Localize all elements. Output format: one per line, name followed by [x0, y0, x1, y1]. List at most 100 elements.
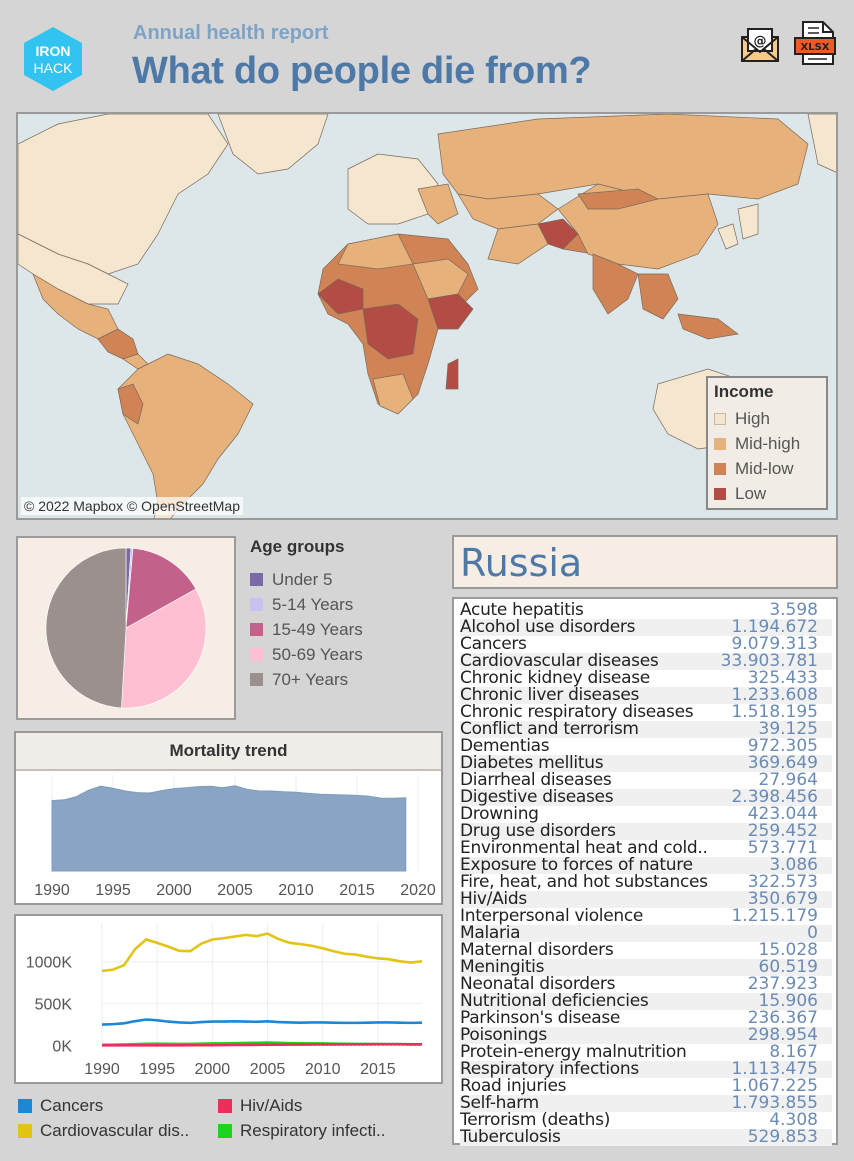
series-line[interactable] [101, 1018, 423, 1026]
cause-name: Parkinson's disease [460, 1010, 621, 1027]
table-row[interactable]: Poisonings 298.954 [460, 1027, 832, 1044]
series-legend-item[interactable]: Cardiovascular dis.. [18, 1121, 189, 1141]
world-map-canvas[interactable] [18, 114, 838, 520]
table-row[interactable]: Diarrheal diseases 27.964 [460, 772, 832, 789]
cause-value: 15.028 [758, 940, 818, 960]
xlsx-label: XLSX [801, 42, 830, 53]
cause-name: Cancers [460, 636, 527, 653]
income-legend-item[interactable]: High [714, 406, 820, 431]
age-legend-item[interactable]: 70+ Years [250, 667, 363, 692]
x-tick-label: 2000 [195, 1061, 231, 1078]
age-legend-item[interactable]: 50-69 Years [250, 642, 363, 667]
table-row[interactable]: Respiratory infections 1.113.475 [460, 1061, 832, 1078]
income-legend-label: Mid-high [735, 433, 801, 453]
cause-name: Drowning [460, 806, 539, 823]
cause-name: Dementias [460, 738, 550, 755]
x-tick-label: 2005 [217, 882, 253, 899]
cause-value: 972.305 [747, 736, 818, 756]
table-row[interactable]: Drowning 423.044 [460, 806, 832, 823]
series-line[interactable] [102, 1042, 423, 1047]
legend-swatch [714, 487, 726, 500]
table-row[interactable]: Dementias 972.305 [460, 738, 832, 755]
cause-name: Maternal disorders [460, 942, 614, 959]
mortality-area[interactable] [51, 785, 407, 872]
table-row[interactable]: Diabetes mellitus 369.649 [460, 755, 832, 772]
series-legend-item[interactable]: Cancers [18, 1096, 103, 1116]
table-row[interactable]: Tuberculosis 529.853 [460, 1129, 832, 1146]
cause-name: Alcohol use disorders [460, 619, 636, 636]
table-row[interactable]: Conflict and terrorism 39.125 [460, 721, 832, 738]
cause-name: Fire, heat, and hot substances [460, 874, 708, 891]
age-legend-item[interactable]: 5-14 Years [250, 592, 363, 617]
x-tick-label: 2000 [156, 882, 192, 899]
cause-name: Chronic kidney disease [460, 670, 650, 687]
income-legend-item[interactable]: Mid-high [714, 431, 820, 456]
age-legend-label: 50-69 Years [272, 644, 363, 664]
series-legend-item[interactable]: Hiv/Aids [218, 1096, 302, 1116]
mortality-trend-chart[interactable]: 1990 1995 2000 2005 2010 2015 2020 [16, 771, 441, 903]
table-row[interactable]: Self-harm 1.793.855 [460, 1095, 832, 1112]
cause-trend-chart[interactable]: 1000K 500K 0K 1990 1995 2000 2005 2010 2015 [16, 916, 441, 1082]
cause-value: 39.125 [758, 719, 818, 739]
table-row[interactable]: Digestive diseases 2.398.456 [460, 789, 832, 806]
table-row[interactable]: Parkinson's disease 236.367 [460, 1010, 832, 1027]
table-row[interactable]: Cardiovascular diseases 33.903.781 [460, 653, 832, 670]
series-line[interactable] [101, 932, 423, 973]
table-row[interactable]: Fire, heat, and hot substances 322.573 [460, 874, 832, 891]
table-row[interactable]: Exposure to forces of nature 3.086 [460, 857, 832, 874]
table-row[interactable]: Nutritional deficiencies 15.906 [460, 993, 832, 1010]
table-row[interactable]: Alcohol use disorders 1.194.672 [460, 619, 832, 636]
table-row[interactable]: Protein-energy malnutrition 8.167 [460, 1044, 832, 1061]
cause-name: Malaria [460, 925, 521, 942]
table-row[interactable]: Cancers 9.079.313 [460, 636, 832, 653]
cause-value: 423.044 [747, 804, 818, 824]
pie-slice[interactable] [45, 547, 127, 709]
income-legend-item[interactable]: Mid-low [714, 456, 820, 481]
table-row[interactable]: Neonatal disorders 237.923 [460, 976, 832, 993]
table-row[interactable]: Terrorism (deaths) 4.308 [460, 1112, 832, 1129]
table-row[interactable]: Drug use disorders 259.452 [460, 823, 832, 840]
cause-name: Exposure to forces of nature [460, 857, 693, 874]
table-row[interactable]: Chronic kidney disease 325.433 [460, 670, 832, 687]
table-row[interactable]: Maternal disorders 15.028 [460, 942, 832, 959]
cause-name: Nutritional deficiencies [460, 993, 649, 1010]
age-legend-item[interactable]: Under 5 [250, 567, 363, 592]
income-legend-item[interactable]: Low [714, 481, 820, 506]
page-title: What do people die from? [132, 50, 592, 92]
cause-name: Digestive diseases [460, 789, 614, 806]
cause-value: 298.954 [747, 1025, 818, 1045]
xlsx-file-icon[interactable]: XLSX [793, 20, 837, 66]
table-row[interactable]: Interpersonal violence 1.215.179 [460, 908, 832, 925]
cause-name: Road injuries [460, 1078, 567, 1095]
table-row[interactable]: Malaria 0 [460, 925, 832, 942]
selected-country-panel: Russia [452, 535, 838, 589]
table-row[interactable]: Acute hepatitis 3.598 [460, 602, 832, 619]
age-legend-label: 5-14 Years [272, 594, 354, 614]
legend-swatch [714, 437, 726, 450]
series-legend-label: Respiratory infecti.. [240, 1121, 386, 1140]
world-map[interactable]: © 2022 Mapbox © OpenStreetMap Income Hig… [16, 112, 838, 520]
age-groups-pie[interactable] [18, 538, 234, 718]
age-legend-item[interactable]: 15-49 Years [250, 617, 363, 642]
cause-value: 529.853 [747, 1127, 818, 1147]
cause-value: 259.452 [747, 821, 818, 841]
y-tick-label: 500K [35, 997, 73, 1014]
x-tick-label: 2020 [400, 882, 436, 899]
table-row[interactable]: Meningitis 60.519 [460, 959, 832, 976]
series-legend-item[interactable]: Respiratory infecti.. [218, 1121, 386, 1141]
pie-slice[interactable] [121, 588, 207, 709]
cause-value: 1.215.179 [731, 906, 818, 926]
age-groups-legend: Age groups Under 5 5-14 Years 15-49 Year… [250, 537, 363, 692]
email-icon[interactable]: @ [740, 24, 780, 64]
table-row[interactable]: Environmental heat and cold.. 573.771 [460, 840, 832, 857]
cause-value: 33.903.781 [720, 651, 818, 671]
table-row[interactable]: Chronic respiratory diseases 1.518.195 [460, 704, 832, 721]
table-row[interactable]: Hiv/Aids 350.679 [460, 891, 832, 908]
logo-text-top: IRON [36, 43, 71, 59]
map-attribution[interactable]: © 2022 Mapbox © OpenStreetMap [21, 497, 243, 515]
table-row[interactable]: Road injuries 1.067.225 [460, 1078, 832, 1095]
pie-slice[interactable] [125, 547, 197, 629]
table-row[interactable]: Chronic liver diseases 1.233.608 [460, 687, 832, 704]
cause-name: Self-harm [460, 1095, 539, 1112]
legend-swatch [250, 648, 263, 661]
